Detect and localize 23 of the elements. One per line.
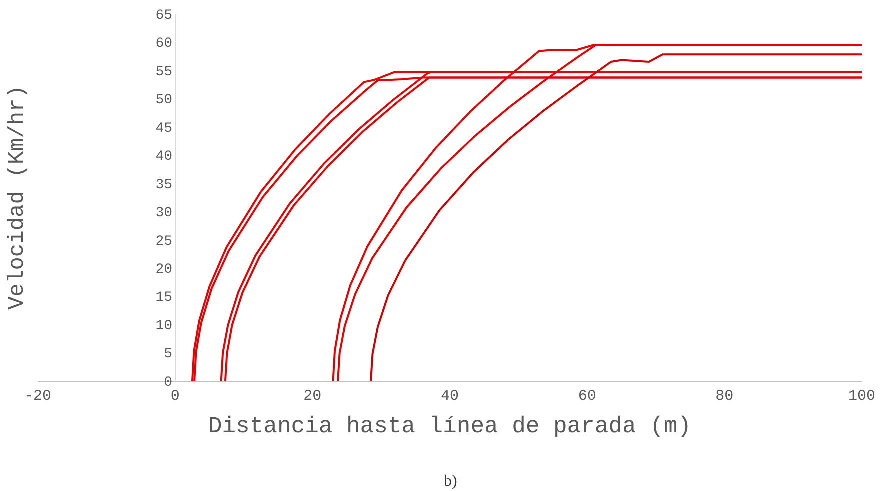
- y-tick-label: 60: [156, 36, 173, 52]
- x-tick-label: 80: [716, 388, 734, 405]
- y-axis-title: Velocidad (Km/hr): [4, 85, 30, 310]
- y-tick-label: 35: [156, 177, 173, 194]
- y-tick-label: 30: [156, 206, 173, 222]
- x-tick-label: 20: [304, 388, 322, 405]
- y-tick-label: 5: [164, 346, 173, 363]
- y-tick-label: 45: [156, 120, 173, 137]
- x-tick-label: 40: [440, 388, 460, 405]
- y-tick-label: 0: [164, 374, 173, 391]
- x-tick-label: 60: [578, 388, 596, 405]
- x-axis-title: Distancia hasta línea de parada (m): [208, 414, 692, 440]
- text: b): [444, 473, 458, 490]
- x-tick-label: -20: [24, 388, 52, 405]
- y-tick-label: 20: [156, 262, 173, 278]
- y-tick-label: 15: [156, 290, 173, 306]
- x-tick-label: 100: [848, 388, 876, 405]
- y-tick-label: 25: [156, 234, 173, 250]
- y-tick-label: 40: [156, 149, 173, 166]
- y-tick-label: 10: [156, 318, 173, 334]
- y-tick-label: 65: [156, 8, 173, 24]
- y-tick-label: 50: [156, 92, 173, 109]
- y-tick-label: 55: [156, 64, 173, 80]
